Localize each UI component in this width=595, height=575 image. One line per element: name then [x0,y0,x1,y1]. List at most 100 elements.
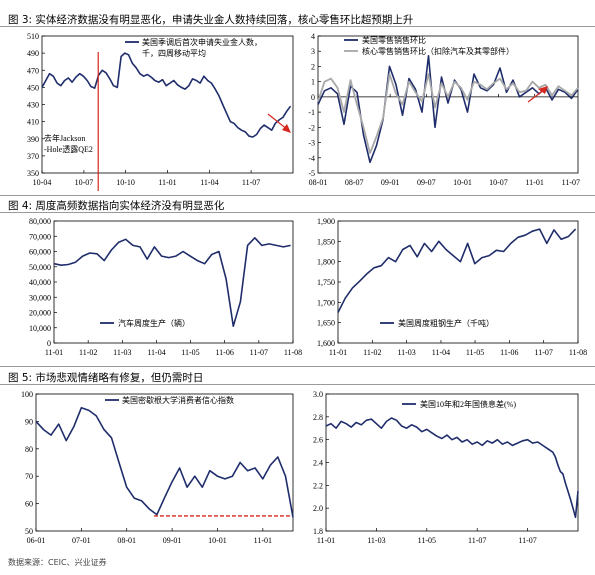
x-tick-label: 10-07 [75,178,94,187]
legend-label: 美国周度粗钢生产（千吨） [398,318,494,328]
series-line-1 [325,417,579,519]
chart-initial-claims: 350 370 390 410 430 450 470 490 510 10-04 10-07 10-… [10,30,295,195]
chart-yield-spread: 1.8 2.0 2.2 2.4 2.6 2.8 3.0 11-01 11-03 11-05 11-0… [300,388,585,553]
figure-5-caption: 图 5: 市场悲观情绪略有修复，但仍需时日 [8,372,204,384]
x-tick-label: 11-04 [200,178,218,187]
x-tick-label: 09-07 [417,178,436,187]
caption-rule [0,212,595,213]
y-tick-label: 1,700 [317,298,335,307]
x-tick-label: 11-07 [534,348,552,357]
x-tick-label: 08-01 [309,178,328,187]
series-line-1 [41,52,292,138]
y-tick-label: 10,000 [29,324,51,333]
y-tick-label: 60,000 [29,248,51,257]
series-line-2 [317,73,579,155]
x-tick-label: 11-07 [518,536,536,545]
y-tick-label: 470 [27,66,39,75]
trend-arrow [527,89,545,103]
steel-production-plot: 1,600 1,650 1,700 1,750 1,800 1,850 1,900 11-01… [317,217,587,357]
x-tick-label: 11-06 [500,348,518,357]
y-tick-label: 50,000 [29,263,51,272]
x-tick-label: 09-01 [381,178,400,187]
y-tick-label: 490 [27,49,39,58]
x-tick-label: 11-01 [525,178,543,187]
y-tick-label: 70,000 [29,232,51,241]
y-tick-label: 2.4 [313,459,323,468]
series-line-1 [337,228,577,313]
x-tick-label: 11-04 [147,348,165,357]
x-tick-label: 11-01 [329,348,347,357]
y-tick-label: -4 [308,154,315,163]
y-tick-label: 2.2 [313,481,323,490]
x-tick-label: 11-08 [569,348,587,357]
y-tick-label: 1,850 [317,237,335,246]
y-tick-label: 390 [27,135,39,144]
y-tick-label: 1 [311,78,315,87]
y-tick-label: 450 [27,83,39,92]
y-tick-label: 2 [311,62,315,71]
chart-steel-production: 1,600 1,650 1,700 1,750 1,800 1,850 1,900 11-01… [300,215,587,365]
y-tick-label: 2.6 [313,436,323,445]
y-tick-label: 3 [311,47,315,56]
chart-auto-production: 0 10,000 20,000 30,000 40,000 50,000 60,000 70,… [10,215,302,365]
y-tick-label: 350 [27,169,39,178]
section-rule [0,195,595,196]
y-tick-label: 20,000 [29,309,51,318]
y-tick-label: -3 [308,139,315,148]
plot-frame [325,393,579,532]
y-tick-label: 1,900 [317,217,335,226]
x-tick-label: 10-01 [453,178,472,187]
legend-label: 美国季调后首次申请失业金人数， [142,37,262,47]
x-tick-label: 07-01 [72,536,91,545]
plot-frame [35,393,294,532]
legend-label: 千，四周移动平均 [142,48,206,58]
y-tick-label: 100 [21,390,33,399]
x-tick-label: 11-01 [158,178,176,187]
x-tick-label: 11-01 [254,536,272,545]
y-tick-label: 1,800 [317,258,335,267]
legend-label: 汽车周度生产（辆） [118,318,190,328]
y-tick-label: -5 [308,169,315,178]
annotation-text: -Hole透露QE2 [44,145,93,154]
x-tick-label: 08-07 [345,178,364,187]
caption-rule [0,26,595,27]
x-tick-label: 11-04 [432,348,450,357]
series-line-1 [317,54,579,164]
arrow-head [538,86,548,94]
auto-production-plot: 0 10,000 20,000 30,000 40,000 50,000 60,000 70,… [29,217,302,357]
annotation-text: 去年Jackson [44,133,85,143]
y-tick-label: 4 [311,32,315,41]
x-tick-label: 06-01 [27,536,46,545]
x-tick-label: 11-01 [45,348,63,357]
x-tick-label: 11-05 [181,348,199,357]
y-tick-label: 410 [27,118,39,127]
chart-retail-sales: -5 -4 -3 -2 -1 0 1 2 3 4 08-01 08-07 09-01 09-07 10-01… [300,30,585,195]
x-tick-label: 10-04 [33,178,52,187]
y-tick-label: 2.8 [313,413,323,422]
yield-spread-plot: 1.8 2.0 2.2 2.4 2.6 2.8 3.0 11-01 11-03 11-05 11-0… [313,390,579,545]
y-tick-label: 2.0 [313,504,323,513]
legend-label: 美国密歇根大学消费者信心指数 [122,395,234,405]
figure-3-caption: 图 3: 实体经济数据没有明显恶化，申请失业金人数持续回落，核心零售环比超预期上… [8,14,414,26]
source-note: 数据来源：CEIC、兴业证券 [8,558,107,567]
legend-label: 美国10年和2年国债息差(%) [420,399,516,409]
x-tick-label: 11-03 [397,348,415,357]
x-tick-label: 10-07 [489,178,508,187]
y-tick-label: 80,000 [29,217,51,226]
x-tick-label: 11-05 [418,536,436,545]
y-tick-label: 50 [25,527,33,536]
series-line-1 [53,236,291,327]
y-tick-label: 430 [27,101,39,110]
x-tick-label: 11-06 [215,348,233,357]
x-tick-label: 11-02 [79,348,97,357]
x-tick-label: 09-01 [163,536,182,545]
x-tick-label: 11-02 [363,348,381,357]
caption-rule [0,384,595,385]
x-tick-label: 10-10 [116,178,135,187]
y-tick-label: 0 [47,339,51,348]
y-tick-label: 90 [25,417,33,426]
y-tick-label: 80 [25,445,33,454]
y-tick-label: 60 [25,500,33,509]
initial-claims-plot: 350 370 390 410 430 450 470 490 510 10-04 10-07 10-… [27,32,294,191]
arrow-head [282,124,291,133]
